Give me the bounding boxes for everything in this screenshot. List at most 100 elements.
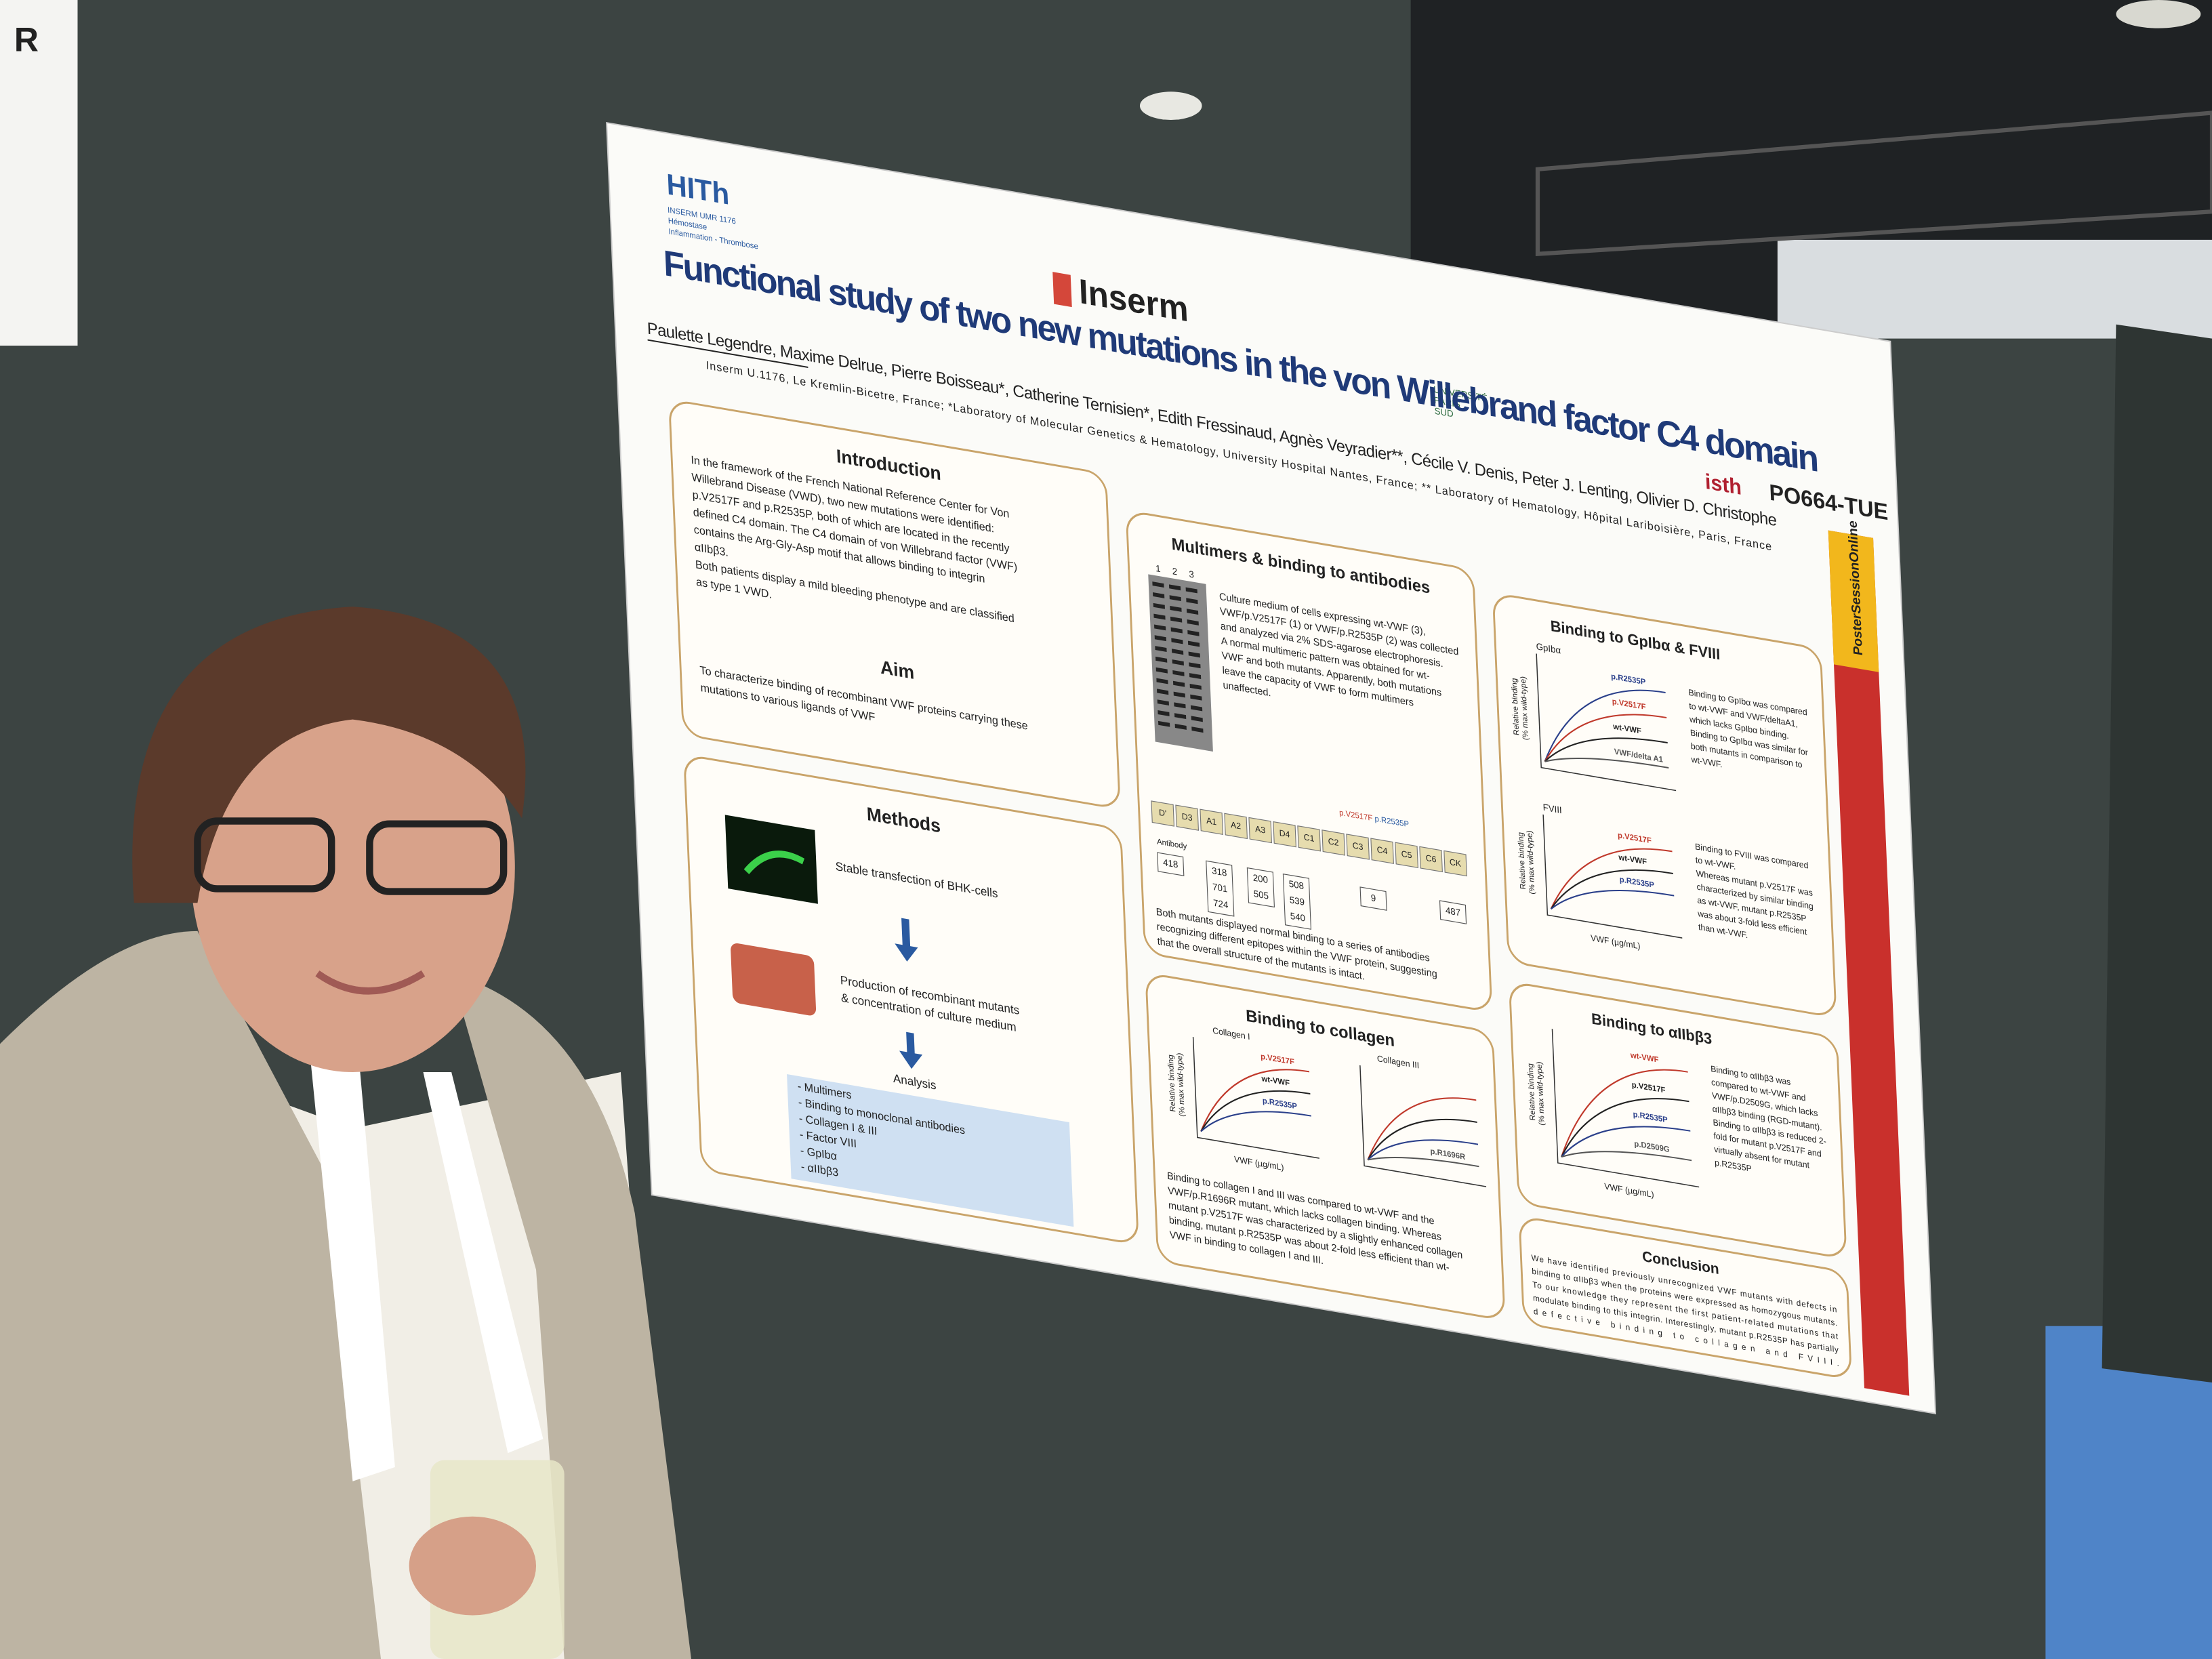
gel-band [1191,716,1203,722]
antibody-box [1246,867,1275,908]
gel-band [1152,581,1164,588]
antibody-box [1359,886,1387,911]
section-box [669,401,1120,807]
antibody-box [1157,852,1185,876]
side-banner-top [1828,530,1879,672]
university-logo: PARIS [1434,395,1460,410]
chart-axes [1536,653,1677,792]
domain-label: C4 [1376,845,1387,857]
chart-axes [1359,1065,1487,1187]
panel-label: FVIII [1542,802,1562,815]
section-box [1509,983,1847,1256]
chart-curve [1561,1098,1689,1158]
domain-label: D3 [1181,811,1192,823]
lanyard [303,987,395,1481]
domain-label: C2 [1328,836,1338,848]
antibody-number: 487 [1446,905,1461,918]
gel-band [1169,595,1181,602]
y-axis-label: Relative binding [1526,1063,1537,1121]
hair [132,607,526,903]
floor [2045,1326,2212,1659]
chart-curve [1561,1126,1691,1158]
chart-curve [1550,889,1675,910]
panel-label: GpIbα [1536,641,1561,655]
antibody-number: 200 [1252,872,1268,885]
gel-band [1155,656,1168,663]
gel-band [1186,598,1198,605]
gel-band [1190,705,1203,712]
inserm-icon [1052,272,1072,308]
domain-label: C3 [1352,840,1363,852]
chart-curve [1367,1097,1477,1160]
gel-band [1172,659,1184,665]
gel-band [1155,646,1167,652]
domain-box [1297,825,1322,852]
domain-box [1395,842,1418,869]
domain-label: D' [1159,808,1167,819]
arrow [899,1031,923,1069]
ceiling-light [1139,91,1202,120]
face [190,663,515,1073]
gel-band [1168,584,1181,591]
domain-box [1419,846,1443,873]
antibody-number: 418 [1163,857,1179,870]
domain-label: CK [1450,857,1462,869]
gel-band [1153,592,1165,598]
antibody-number: 540 [1290,911,1306,924]
gel-band [1191,726,1204,733]
domain-box [1346,834,1370,860]
gel-band [1158,710,1170,716]
glasses [194,817,335,893]
shawl [451,973,691,1659]
gel-band [1155,667,1168,674]
gel-band [1188,651,1200,658]
board-edge [2102,324,2212,1382]
gel-band [1174,713,1187,720]
y-axis-unit: (% max wild-type) [1535,1061,1547,1126]
antibody-number: 539 [1290,895,1305,907]
y-axis-label: Relative binding [1517,832,1528,890]
side-sign [0,0,78,346]
chart-axes [1542,814,1683,939]
gel-band [1154,624,1166,631]
antibody-number: 9 [1371,893,1376,903]
antibody-number: 508 [1289,878,1305,891]
chart-curve [1368,1157,1479,1168]
chart-curve [1561,1151,1692,1162]
gel-band [1171,638,1183,644]
gel-band [1171,649,1184,655]
antibody-box [1206,860,1235,917]
ceiling-light [2116,0,2201,28]
chart-curve [1544,757,1669,769]
cell-image [724,815,818,904]
antibody-number: 318 [1212,865,1227,878]
gel-band [1172,680,1185,687]
truss [1535,110,2212,257]
gel-band [1157,689,1169,695]
chart-axes [1192,1036,1319,1159]
gel-band [1174,702,1186,709]
gel-band [1153,613,1166,620]
gel-band [1158,720,1170,727]
domain-box [1200,808,1224,835]
gel-band [1189,673,1202,679]
chart-curve [1550,848,1673,909]
section-box [1493,595,1837,1015]
domain-label: C5 [1401,849,1412,861]
gel-band [1170,606,1182,612]
domain-box [1273,821,1297,848]
gel-band [1186,609,1199,615]
antibody-number: 505 [1253,888,1269,901]
chart-curve [1367,1139,1479,1161]
chart-curve [1544,737,1668,762]
chart-curve [1550,869,1673,909]
lane-label: 3 [1189,569,1194,579]
flask-image [731,943,817,1016]
gel-band [1189,662,1201,669]
gel-band [1187,640,1200,647]
author-underline [647,339,808,368]
shawl [0,930,382,1659]
chart-curve [1367,1118,1477,1161]
gel-band [1185,587,1197,594]
